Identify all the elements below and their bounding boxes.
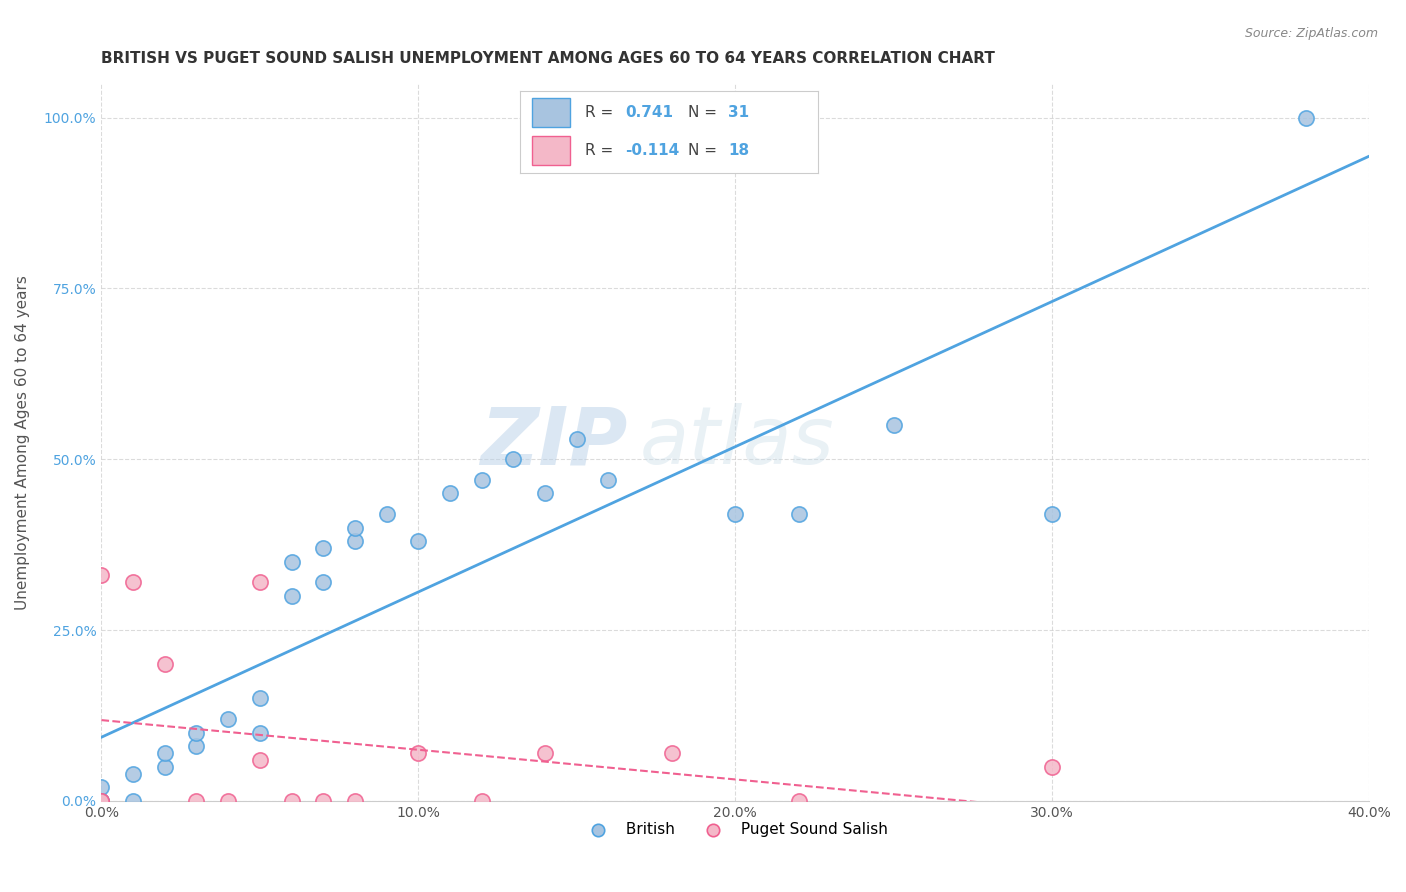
Point (787, 794, 810, 808)
Point (502, 452, 524, 467)
Point (280, 555, 302, 569)
Point (249, 725, 271, 739)
Point (375, 507, 398, 521)
Point (408, 534, 430, 549)
Point (312, 794, 335, 808)
Point (249, 691, 271, 706)
Point (661, 746, 683, 760)
Point (90, 568, 112, 582)
Text: Source: ZipAtlas.com: Source: ZipAtlas.com (1244, 27, 1378, 40)
Point (153, 760, 176, 774)
Point (186, 725, 208, 739)
Text: ZIP: ZIP (479, 403, 627, 481)
Point (343, 520, 366, 534)
Point (90, 780, 112, 795)
Point (534, 486, 557, 500)
Point (471, 794, 494, 808)
Y-axis label: Unemployment Among Ages 60 to 64 years: Unemployment Among Ages 60 to 64 years (15, 275, 30, 609)
Point (122, 575, 145, 590)
Point (598, 473, 620, 487)
Point (343, 794, 366, 808)
Point (90, 794, 112, 808)
Point (217, 794, 239, 808)
Point (439, 486, 461, 500)
Text: BRITISH VS PUGET SOUND SALISH UNEMPLOYMENT AMONG AGES 60 TO 64 YEARS CORRELATION: BRITISH VS PUGET SOUND SALISH UNEMPLOYME… (101, 51, 995, 66)
Point (1040, 507, 1063, 521)
Point (90, 794, 112, 808)
Point (1295, 111, 1317, 125)
Point (153, 746, 176, 760)
Point (280, 589, 302, 603)
Point (1040, 760, 1063, 774)
Point (724, 507, 747, 521)
Point (312, 575, 335, 590)
Point (249, 575, 271, 590)
Point (471, 473, 494, 487)
Point (249, 753, 271, 767)
Legend:  British,  Puget Sound Salish: British, Puget Sound Salish (576, 816, 894, 844)
Point (280, 794, 302, 808)
Text: atlas: atlas (640, 403, 835, 481)
Point (565, 432, 588, 446)
Point (787, 507, 810, 521)
Point (153, 657, 176, 672)
Point (186, 739, 208, 754)
Point (217, 712, 239, 726)
Point (186, 794, 208, 808)
Point (343, 534, 366, 549)
Point (90, 794, 112, 808)
Point (90, 794, 112, 808)
Point (883, 418, 905, 433)
Point (534, 746, 557, 760)
Point (122, 794, 145, 808)
Point (312, 541, 335, 555)
Point (122, 766, 145, 780)
Point (408, 746, 430, 760)
